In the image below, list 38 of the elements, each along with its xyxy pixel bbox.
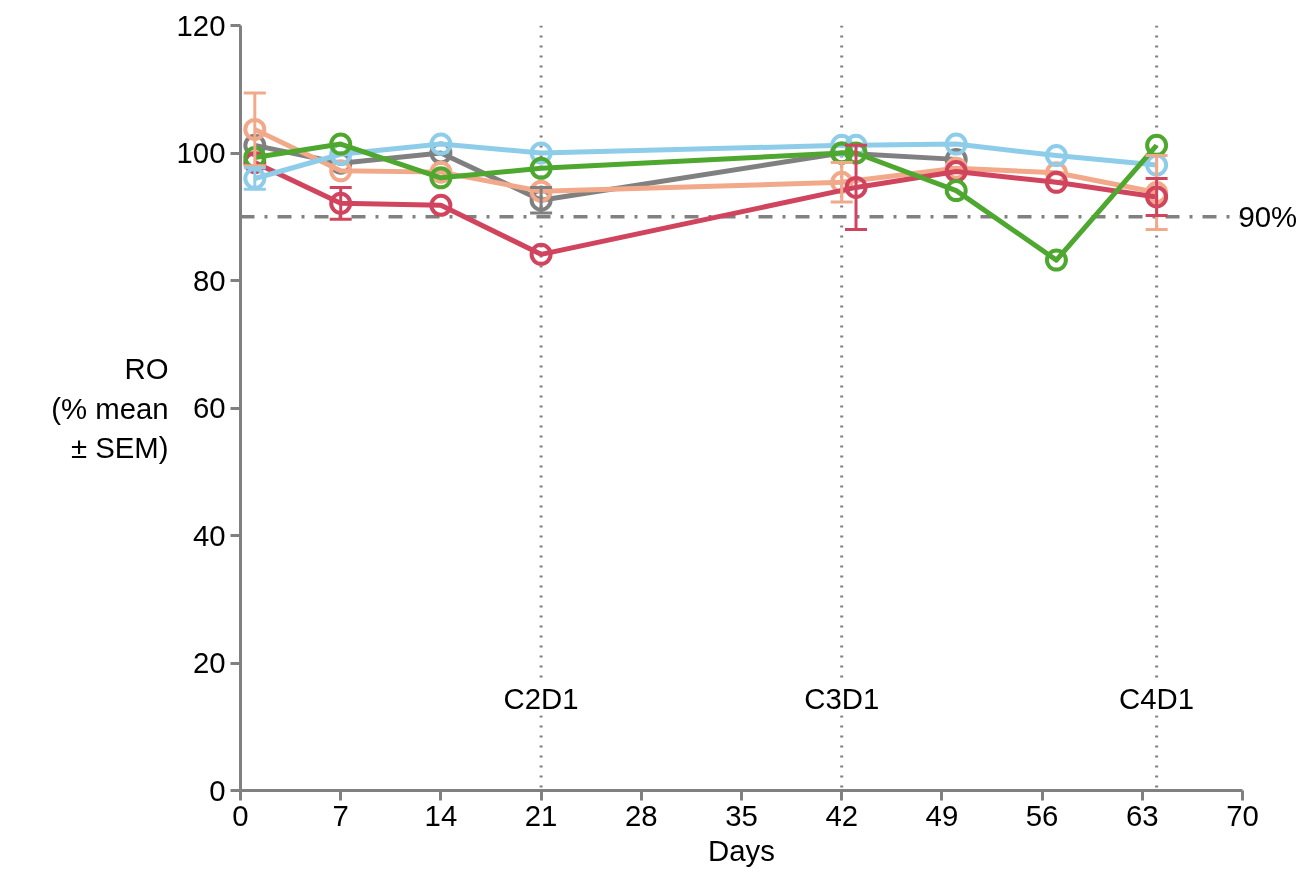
x-tick-label: 42 [825,798,859,832]
x-tick-label: 49 [925,798,959,832]
ref-line-label: 90% [1238,200,1298,234]
point [1044,170,1068,194]
y-tick-label: 80 [192,263,226,297]
point [1044,144,1068,168]
y-tick-label: 100 [176,136,226,169]
point [329,191,353,215]
y-axis-title: RO (% mean ± SEM) [51,351,169,465]
point [844,175,868,199]
x-tick-label: 21 [524,798,558,832]
point [429,132,453,156]
x-axis-title: Days [708,833,775,867]
ref-line-label: C2D1 [503,682,579,716]
x-tick-label: 70 [1226,798,1259,832]
x-tick-label: 56 [1025,798,1059,832]
point [529,242,553,266]
y-tick-label: 40 [192,518,226,552]
x-tick-label: 0 [232,798,249,832]
x-tick-label: 35 [725,798,758,832]
point [329,132,353,156]
point [944,132,968,156]
x-tick-label: 63 [1125,798,1159,832]
ref-line-label: C4D1 [1119,682,1195,716]
point [1044,248,1068,272]
x-tick-label: 14 [424,798,458,832]
point [944,179,968,203]
point [429,166,453,190]
x-tick-label: 7 [332,798,349,832]
point [243,117,267,141]
point [529,156,553,180]
y-tick-label: 20 [192,646,226,679]
y-tick-label: 60 [192,391,226,424]
point [429,193,453,217]
x-tick-label: 28 [624,798,658,832]
ref-line-label: C3D1 [804,682,880,716]
y-tick-label: 120 [176,8,226,42]
y-tick-label: 0 [209,773,226,807]
